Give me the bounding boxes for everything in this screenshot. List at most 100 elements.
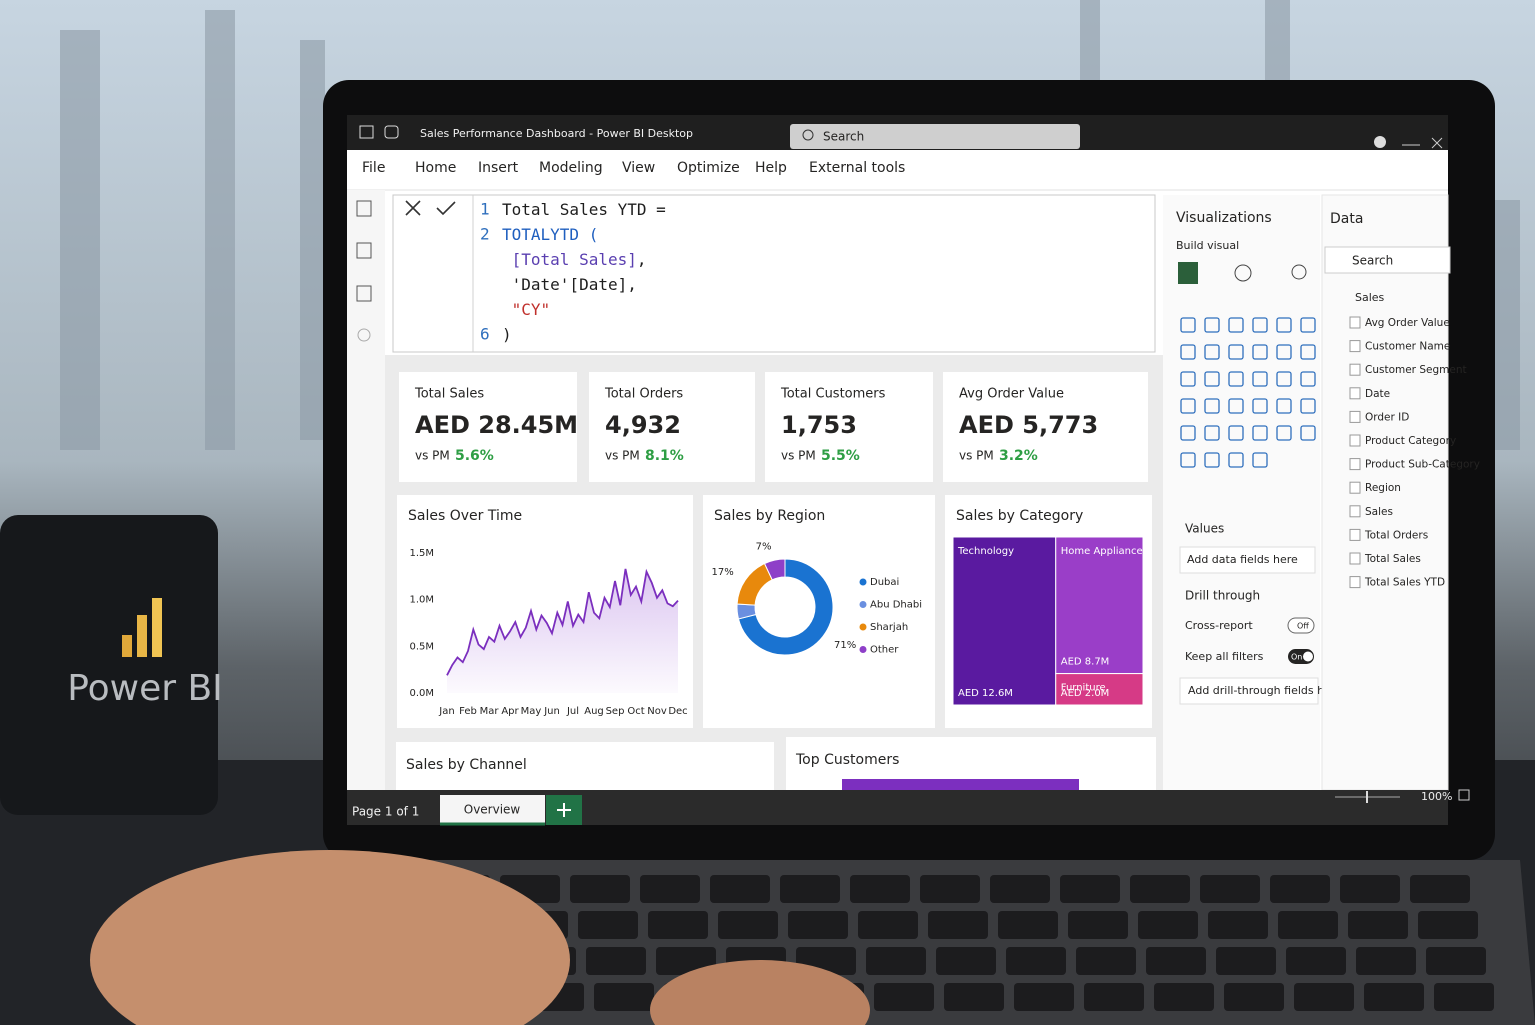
legend-label[interactable]: Abu Dhabi: [870, 600, 922, 611]
visual-type[interactable]: [1252, 398, 1268, 414]
menu-item[interactable]: Help: [755, 160, 787, 176]
fit-page[interactable]: [1458, 789, 1470, 801]
visual-type[interactable]: [1300, 398, 1316, 414]
visual-type[interactable]: [1276, 425, 1292, 441]
field-checkbox[interactable]: [1349, 458, 1361, 471]
menu-item[interactable]: External tools: [809, 160, 905, 176]
visual-type[interactable]: [1276, 317, 1292, 333]
field-checkbox[interactable]: [1349, 434, 1361, 447]
legend-label[interactable]: Sharjah: [870, 622, 908, 633]
field-name[interactable]: Total Sales: [1364, 553, 1421, 565]
visual-type[interactable]: [1228, 371, 1244, 387]
visual-type[interactable]: [1300, 317, 1316, 333]
field-checkbox[interactable]: [1349, 552, 1361, 565]
key: [1270, 875, 1330, 903]
visual-type[interactable]: [1228, 317, 1244, 333]
field-name[interactable]: Avg Order Value: [1365, 317, 1450, 329]
field-name[interactable]: Date: [1365, 388, 1390, 400]
close[interactable]: [1431, 137, 1443, 149]
field-name[interactable]: Region: [1365, 482, 1401, 494]
visual-type[interactable]: [1180, 452, 1196, 468]
values-well[interactable]: [1179, 546, 1316, 574]
visual-type[interactable]: [1228, 398, 1244, 414]
key: [1060, 875, 1120, 903]
visual-type[interactable]: [1252, 317, 1268, 333]
kpi-value: AED 28.45M: [415, 411, 578, 439]
field-name[interactable]: Product Category: [1365, 435, 1456, 447]
field-name[interactable]: Customer Segment: [1365, 364, 1467, 376]
visual-type[interactable]: [1204, 371, 1220, 387]
field-checkbox[interactable]: [1349, 316, 1361, 329]
window-title: Sales Performance Dashboard - Power BI D…: [420, 127, 693, 140]
field-checkbox[interactable]: [1349, 576, 1361, 589]
menu-item[interactable]: View: [622, 160, 655, 176]
visual-type[interactable]: [1300, 344, 1316, 360]
data-search[interactable]: [1324, 246, 1451, 274]
menu-item[interactable]: Modeling: [539, 160, 603, 176]
donut-slice: [763, 558, 786, 581]
field-checkbox[interactable]: [1349, 528, 1361, 541]
field-name[interactable]: Total Orders: [1364, 529, 1428, 541]
visual-type[interactable]: [1252, 371, 1268, 387]
visual-type[interactable]: [1180, 371, 1196, 387]
field-checkbox[interactable]: [1349, 410, 1361, 423]
visual-type[interactable]: [1180, 398, 1196, 414]
field-checkbox[interactable]: [1349, 387, 1361, 400]
model-view[interactable]: [356, 285, 372, 302]
drill-well[interactable]: [1179, 677, 1319, 705]
visual-type[interactable]: [1252, 425, 1268, 441]
commit-button[interactable]: [436, 201, 456, 216]
field-name[interactable]: Customer Name: [1365, 341, 1450, 353]
table-name[interactable]: Sales: [1355, 291, 1385, 304]
menu-item[interactable]: Insert: [478, 160, 519, 176]
search-box[interactable]: [790, 124, 1080, 149]
visual-type[interactable]: [1276, 371, 1292, 387]
legend-label[interactable]: Dubai: [870, 577, 899, 588]
account-icon[interactable]: [1374, 136, 1386, 148]
field-checkbox[interactable]: [1349, 505, 1361, 518]
key: [1426, 947, 1486, 975]
visual-type[interactable]: [1228, 344, 1244, 360]
visual-type[interactable]: [1252, 452, 1268, 468]
visual-type[interactable]: [1204, 452, 1220, 468]
visual-type[interactable]: [1300, 371, 1316, 387]
visual-type[interactable]: [1276, 398, 1292, 414]
visual-type[interactable]: [1276, 344, 1292, 360]
field-name[interactable]: Sales: [1365, 506, 1393, 518]
undo-icon[interactable]: [384, 125, 399, 139]
format-tab[interactable]: [1234, 264, 1252, 282]
menu-item[interactable]: File: [362, 160, 385, 176]
menu-item[interactable]: Optimize: [677, 160, 740, 176]
table-view[interactable]: [356, 242, 372, 259]
visual-type[interactable]: [1180, 317, 1196, 333]
field-name[interactable]: Total Sales YTD: [1364, 577, 1445, 589]
visual-type[interactable]: [1180, 344, 1196, 360]
analytics-tab[interactable]: [1291, 264, 1307, 280]
x-tick-label: Jul: [566, 706, 579, 717]
field-name[interactable]: Order ID: [1365, 411, 1409, 423]
pane-title: Visualizations: [1176, 210, 1272, 226]
cross-report-toggle[interactable]: [1287, 617, 1315, 634]
visual-type[interactable]: [1300, 425, 1316, 441]
key: [998, 911, 1058, 939]
visual-type[interactable]: [1204, 344, 1220, 360]
page-tab[interactable]: [440, 795, 545, 825]
visual-type[interactable]: [1252, 344, 1268, 360]
visual-type[interactable]: [1204, 317, 1220, 333]
visual-type[interactable]: [1180, 425, 1196, 441]
visual-type[interactable]: [1228, 452, 1244, 468]
report-view[interactable]: [356, 200, 372, 217]
field-checkbox[interactable]: [1349, 481, 1361, 494]
visual-type[interactable]: [1204, 398, 1220, 414]
field-checkbox[interactable]: [1349, 363, 1361, 376]
cancel-button[interactable]: [405, 200, 421, 216]
dax-view[interactable]: [357, 328, 371, 342]
build-tab[interactable]: [1178, 262, 1198, 284]
visual-type[interactable]: [1228, 425, 1244, 441]
menu-item[interactable]: Home: [415, 160, 456, 176]
key: [1216, 947, 1276, 975]
visual-type[interactable]: [1204, 425, 1220, 441]
field-checkbox[interactable]: [1349, 340, 1361, 353]
legend-label[interactable]: Other: [870, 645, 899, 656]
field-name[interactable]: Product Sub-Category: [1365, 459, 1480, 471]
